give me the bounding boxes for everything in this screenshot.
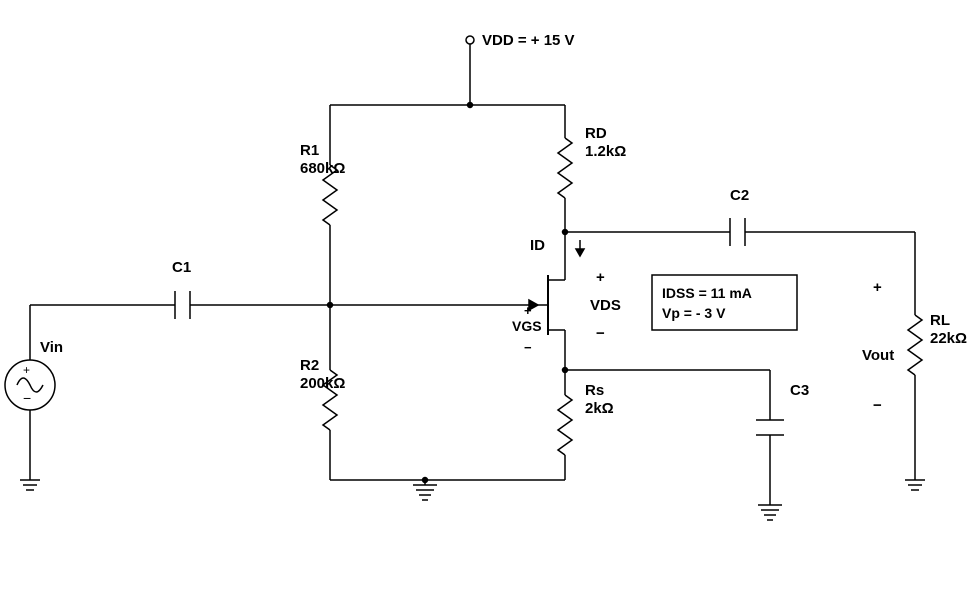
ground-vin	[20, 480, 40, 490]
ground-c3	[758, 505, 782, 520]
rl-value: 22kΩ	[930, 330, 967, 347]
vds-minus: −	[596, 325, 605, 342]
resistor-r1	[323, 105, 337, 305]
source-vin: + −	[5, 305, 55, 480]
resistor-rs	[558, 370, 572, 480]
rs-name: Rs	[585, 382, 604, 399]
rs-value: 2kΩ	[585, 400, 614, 417]
c2-name: C2	[730, 187, 749, 204]
vout-plus: +	[873, 279, 882, 296]
vout-label: Vout	[862, 347, 894, 364]
vdd-label: VDD = + 15 V	[482, 32, 575, 49]
resistor-r2	[323, 305, 337, 480]
vds-plus: +	[596, 269, 605, 286]
r1-value: 680kΩ	[300, 160, 345, 177]
c3-name: C3	[790, 382, 809, 399]
vin-name: Vin	[40, 339, 63, 356]
node-dot	[468, 103, 473, 108]
resistor-rl	[908, 232, 922, 480]
vgs-label: VGS	[512, 318, 542, 334]
ground-main	[413, 485, 437, 500]
r1-name: R1	[300, 142, 319, 159]
rd-name: RD	[585, 125, 607, 142]
svg-text:+: +	[23, 363, 30, 377]
rl-name: RL	[930, 312, 950, 329]
svg-text:−: −	[23, 390, 31, 406]
id-label: ID	[530, 237, 545, 254]
capacitor-c3	[756, 370, 784, 505]
ground-rl	[905, 480, 925, 490]
id-current-arrow	[576, 240, 584, 256]
capacitor-c1	[30, 291, 210, 319]
capacitor-c2	[730, 218, 915, 246]
vdd-terminal	[466, 36, 474, 44]
circuit-schematic: + −	[0, 0, 975, 604]
vout-minus: −	[873, 397, 882, 414]
infobox-line2: Vp = - 3 V	[662, 305, 726, 321]
r2-name: R2	[300, 357, 319, 374]
r2-value: 200kΩ	[300, 375, 345, 392]
rd-value: 1.2kΩ	[585, 143, 626, 160]
vgs-plus: +	[524, 303, 532, 318]
resistor-rd	[558, 105, 572, 232]
infobox-line1: IDSS = 11 mA	[662, 285, 752, 301]
vgs-minus: −	[524, 340, 532, 355]
c1-name: C1	[172, 259, 191, 276]
params-infobox	[652, 275, 797, 330]
vds-label: VDS	[590, 297, 621, 314]
